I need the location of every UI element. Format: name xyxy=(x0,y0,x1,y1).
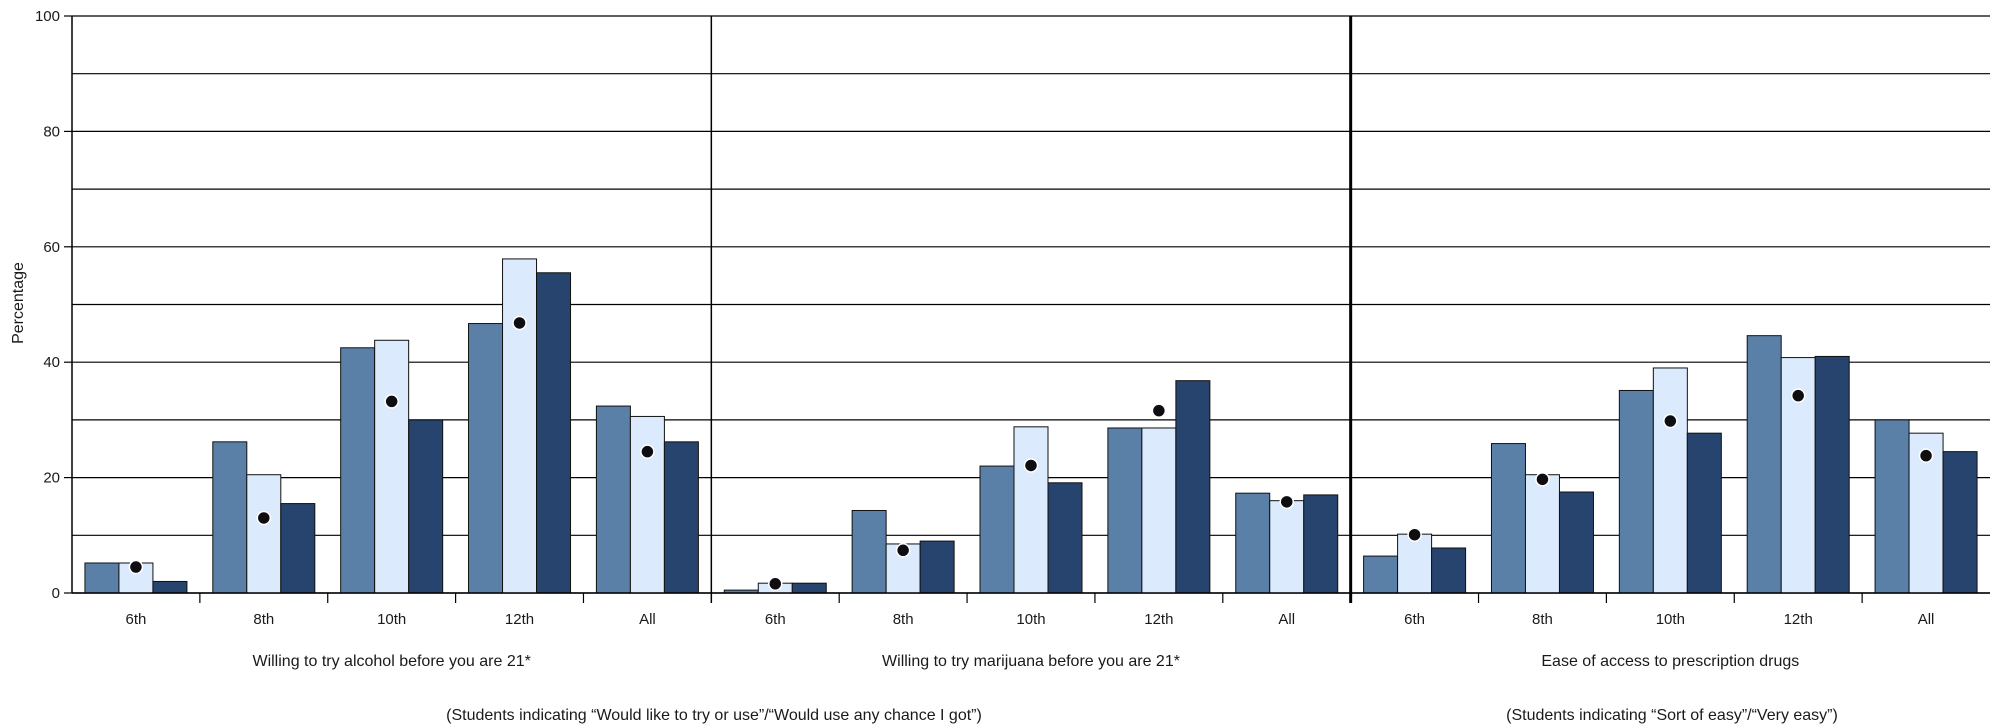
bar-6th-series-3 xyxy=(1432,548,1466,593)
marker-All xyxy=(1280,495,1293,508)
bar-All-series-3 xyxy=(1943,452,1977,593)
x-tick-label: 12th xyxy=(1144,611,1173,628)
x-tick-label: 6th xyxy=(1404,611,1425,628)
bar-6th-series-1 xyxy=(1364,556,1398,593)
bar-All-series-2 xyxy=(630,416,664,593)
marker-12th xyxy=(1152,404,1165,417)
bar-All-series-1 xyxy=(1236,493,1270,593)
bar-6th-series-3 xyxy=(792,583,826,593)
panel-title: Willing to try alcohol before you are 21… xyxy=(252,653,530,670)
bar-12th-series-3 xyxy=(1815,356,1849,593)
bar-10th-series-1 xyxy=(341,348,375,593)
marker-12th xyxy=(1792,389,1805,402)
bar-8th-series-2 xyxy=(1525,475,1559,593)
y-axis-label: Percentage xyxy=(10,262,27,344)
x-tick-label: 10th xyxy=(1656,611,1685,628)
y-tick-label: 20 xyxy=(43,470,60,487)
bar-12th-series-2 xyxy=(1142,428,1176,593)
panel-title: Willing to try marijuana before you are … xyxy=(882,653,1180,670)
x-tick-label: 12th xyxy=(1784,611,1813,628)
x-tick-label: 6th xyxy=(126,611,147,628)
y-tick-label: 80 xyxy=(43,123,60,140)
bar-8th-series-3 xyxy=(920,541,954,593)
y-tick-label: 60 xyxy=(43,239,60,256)
bar-10th-series-1 xyxy=(980,466,1014,593)
marker-All xyxy=(641,445,654,458)
bar-12th-series-1 xyxy=(469,324,503,593)
bar-8th-series-3 xyxy=(1559,492,1593,593)
panel-title: Ease of access to prescription drugs xyxy=(1541,653,1799,670)
subtitle-left: (Students indicating “Would like to try … xyxy=(446,707,982,724)
x-tick-label: All xyxy=(639,611,656,628)
bar-10th-series-3 xyxy=(1048,483,1082,593)
bars xyxy=(85,259,1977,593)
bar-8th-series-1 xyxy=(1491,444,1525,593)
bar-8th-series-3 xyxy=(281,504,315,593)
x-tick-label: All xyxy=(1918,611,1935,628)
x-tick-label: 8th xyxy=(1532,611,1553,628)
bar-12th-series-1 xyxy=(1747,336,1781,593)
marker-8th xyxy=(1536,473,1549,486)
marker-6th xyxy=(1408,528,1421,541)
subtitle-right: (Students indicating “Sort of easy”/“Ver… xyxy=(1506,707,1838,724)
bar-12th-series-3 xyxy=(537,273,571,593)
bar-12th-series-3 xyxy=(1176,381,1210,593)
bar-8th-series-2 xyxy=(247,475,281,593)
x-tick-label: 8th xyxy=(893,611,914,628)
bar-8th-series-1 xyxy=(852,510,886,593)
bar-10th-series-3 xyxy=(409,420,443,593)
x-tick-label: 10th xyxy=(377,611,406,628)
marker-8th xyxy=(897,544,910,557)
y-tick-label: 0 xyxy=(52,585,60,602)
marker-10th xyxy=(385,395,398,408)
bar-All-series-3 xyxy=(664,442,698,593)
bar-All-series-1 xyxy=(596,406,630,593)
bar-10th-series-3 xyxy=(1687,433,1721,593)
y-tick-label: 100 xyxy=(35,8,60,25)
marker-8th xyxy=(257,511,270,524)
bar-10th-series-2 xyxy=(1014,427,1048,593)
x-tick-label: 12th xyxy=(505,611,534,628)
bar-10th-series-1 xyxy=(1619,390,1653,593)
x-tick-label: All xyxy=(1278,611,1295,628)
x-tick-label: 10th xyxy=(1016,611,1045,628)
bar-12th-series-2 xyxy=(503,259,537,593)
bar-6th-series-1 xyxy=(85,563,119,593)
marker-All xyxy=(1920,449,1933,462)
bar-All-series-3 xyxy=(1304,495,1338,593)
marker-12th xyxy=(513,316,526,329)
bar-6th-series-2 xyxy=(1398,534,1432,593)
x-tick-label: 6th xyxy=(765,611,786,628)
marker-10th xyxy=(1025,459,1038,472)
marker-6th xyxy=(129,561,142,574)
bar-12th-series-1 xyxy=(1108,428,1142,593)
x-tick-label: 8th xyxy=(253,611,274,628)
marker-6th xyxy=(769,577,782,590)
marker-10th xyxy=(1664,415,1677,428)
bar-8th-series-1 xyxy=(213,442,247,593)
labels: Percentage 0 20 40 60 80 100 6th 8th 10th 12th All… xyxy=(10,8,1934,724)
bar-6th-series-3 xyxy=(153,581,187,593)
bar-All-series-1 xyxy=(1875,420,1909,593)
bar-10th-series-2 xyxy=(375,340,409,593)
bar-10th-series-2 xyxy=(1653,368,1687,593)
y-tick-label: 40 xyxy=(43,354,60,371)
bar-All-series-2 xyxy=(1270,501,1304,593)
